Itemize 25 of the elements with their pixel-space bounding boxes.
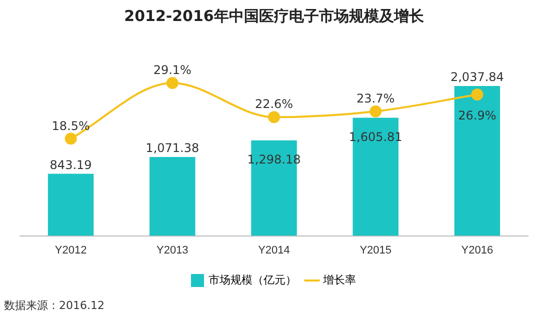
chart-title: 2012-2016年中国医疗电子市场规模及增长 [124,6,425,25]
point [166,76,178,89]
data-label: 26.9% [458,108,496,123]
x-tick-label: Y2016 [461,244,494,256]
data-label: 29.1% [153,63,192,78]
data-label: 23.7% [356,91,395,106]
data-label: 1,071.38 [146,141,200,156]
legend-label: 增长率 [322,274,356,287]
bar [454,86,500,236]
point [471,88,484,101]
source-note: 数据来源：2016.12 [4,298,104,313]
data-label: 843.19 [50,158,92,172]
x-tick-label: Y2013 [156,244,188,256]
legend-label: 市场规模（亿元） [208,274,296,287]
data-label: 22.6% [254,97,294,112]
x-tick-label: Y2012 [54,244,87,256]
data-label: 18.5% [52,118,90,133]
data-label: 2,037.84 [450,70,504,84]
point [268,111,280,124]
bar [48,174,94,236]
point [370,105,382,118]
point [64,132,77,145]
x-tick-label: Y2015 [360,244,392,256]
bar [150,157,196,236]
x-tick-label: Y2014 [258,244,290,256]
